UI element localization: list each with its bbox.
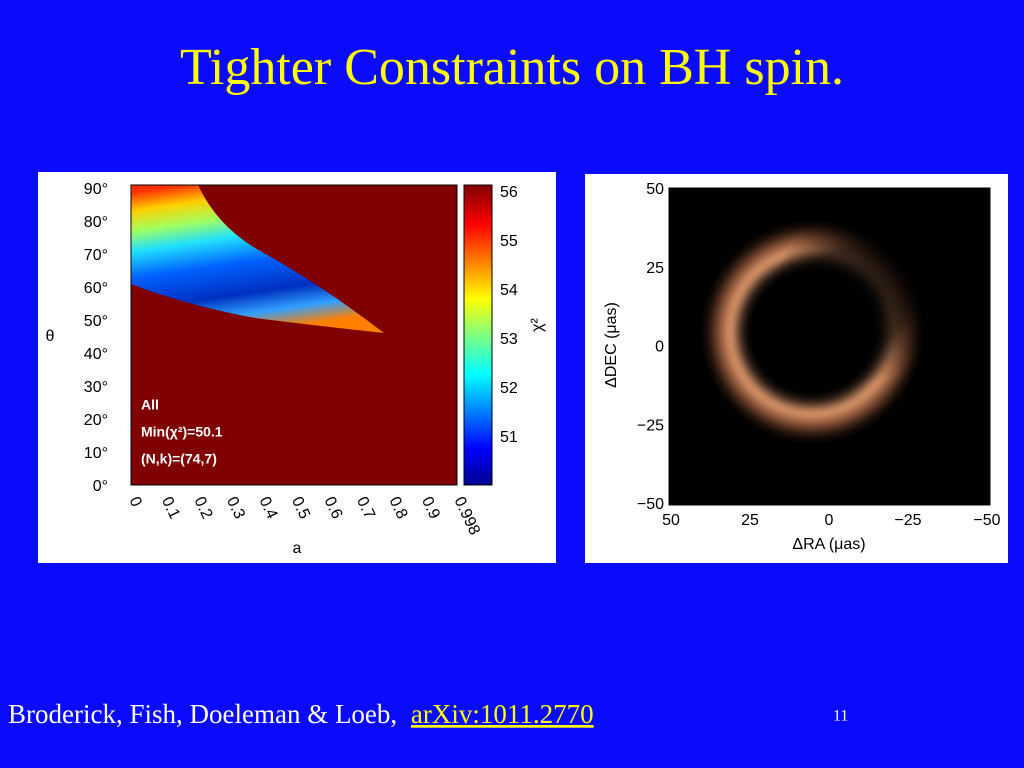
citation: Broderick, Fish, Doeleman & Loeb, bbox=[8, 699, 397, 729]
heatmap-region bbox=[131, 185, 384, 333]
y-tick-label: 0 bbox=[655, 339, 664, 356]
colorbar-tick-label: 52 bbox=[500, 380, 518, 397]
annotation: Min(χ²)=50.1 bbox=[141, 424, 223, 440]
x-tick-label: 25 bbox=[741, 512, 759, 529]
colorbar-tick-label: 51 bbox=[500, 429, 518, 446]
colorbar-tick-label: 53 bbox=[500, 331, 518, 348]
footer-text: Broderick, Fish, Doeleman & Loeb, arXiv:… bbox=[8, 699, 594, 729]
y-tick-label: 80° bbox=[84, 214, 108, 231]
y-tick-label: −50 bbox=[637, 496, 664, 513]
x-tick-label: −50 bbox=[973, 512, 1000, 529]
y-tick-label: 60° bbox=[84, 280, 108, 297]
image-figure bbox=[585, 174, 1008, 563]
y-tick-label: −25 bbox=[637, 417, 664, 434]
y-tick-label: 25 bbox=[646, 260, 664, 277]
y-axis-label: ΔDEC (μas) bbox=[603, 302, 620, 388]
chi-square-figure bbox=[38, 172, 556, 563]
colorbar-tick-label: 56 bbox=[500, 184, 518, 201]
y-tick-label: 30° bbox=[84, 379, 108, 396]
annotation: (N,k)=(74,7) bbox=[141, 451, 217, 467]
y-tick-label: 20° bbox=[84, 412, 108, 429]
shadow bbox=[770, 215, 940, 385]
y-tick-label: 50° bbox=[84, 313, 108, 330]
colorbar-tick-label: 54 bbox=[500, 282, 518, 299]
y-tick-label: 50 bbox=[646, 181, 664, 198]
slide-title: Tighter Constraints on BH spin. bbox=[180, 39, 844, 96]
y-tick-label: 90° bbox=[84, 181, 108, 198]
colorbar bbox=[463, 184, 493, 486]
y-tick-label: 10° bbox=[84, 445, 108, 462]
x-tick-label: −25 bbox=[894, 512, 921, 529]
page-number: 11 bbox=[833, 708, 848, 725]
y-tick-label: 40° bbox=[84, 346, 108, 363]
y-axis-label: θ bbox=[46, 328, 55, 345]
colorbar-label: χ² bbox=[529, 317, 546, 331]
x-tick-label: 50 bbox=[662, 512, 680, 529]
x-axis-label: a bbox=[293, 540, 302, 557]
x-tick-label: 0 bbox=[825, 512, 834, 529]
annotation: All bbox=[141, 397, 159, 413]
colorbar-tick-label: 55 bbox=[500, 233, 518, 250]
x-axis-label: ΔRA (μas) bbox=[792, 536, 865, 553]
paper-link[interactable]: arXiv:1011.2770 bbox=[411, 699, 594, 729]
y-tick-label: 0° bbox=[93, 478, 108, 495]
y-tick-label: 70° bbox=[84, 247, 108, 264]
